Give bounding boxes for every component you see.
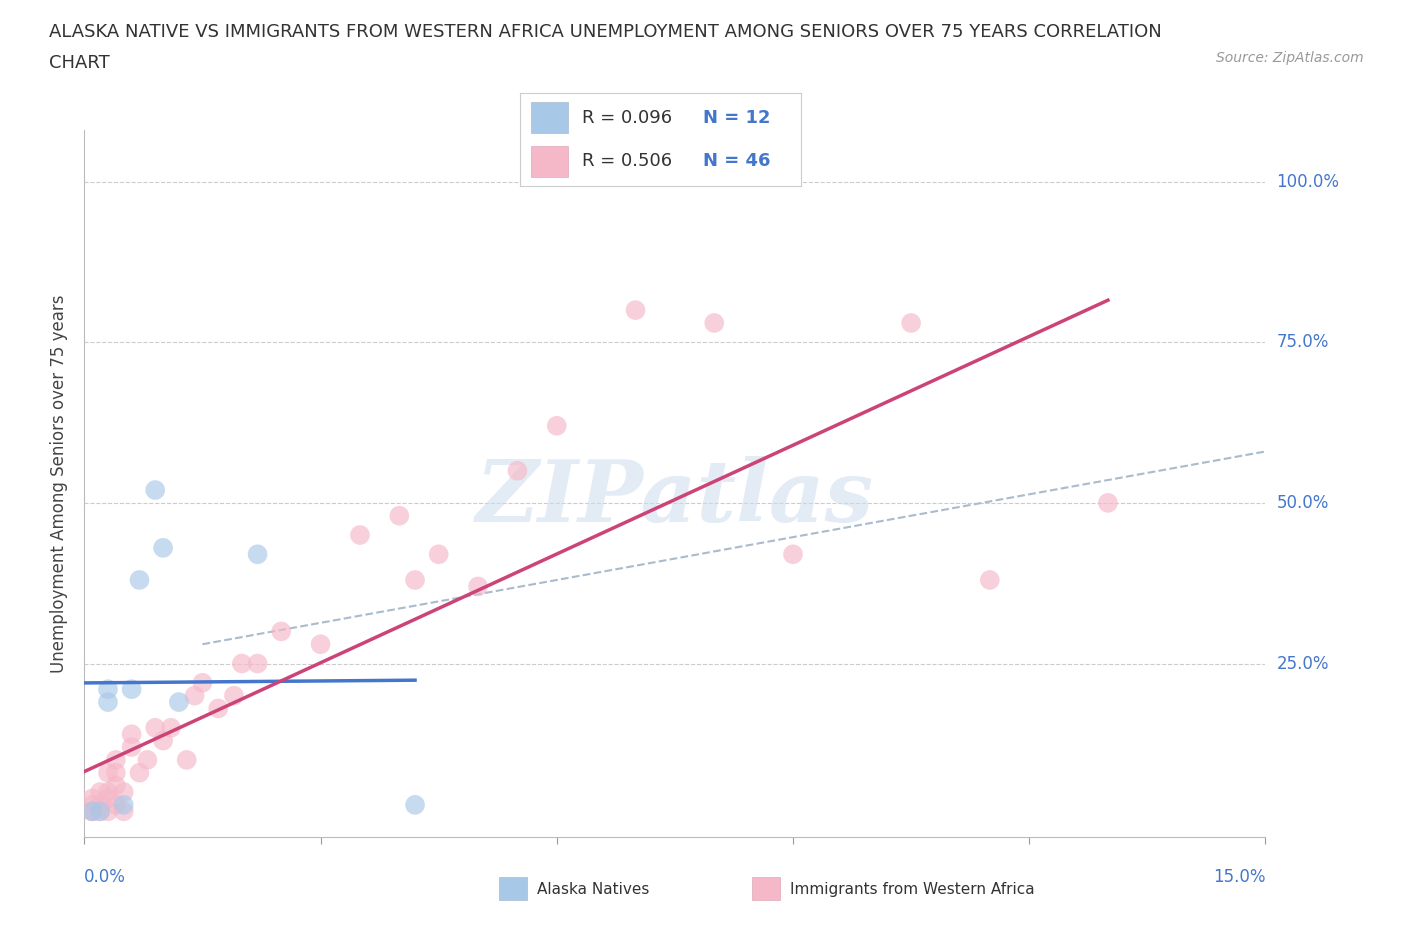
Text: ALASKA NATIVE VS IMMIGRANTS FROM WESTERN AFRICA UNEMPLOYMENT AMONG SENIORS OVER : ALASKA NATIVE VS IMMIGRANTS FROM WESTERN… — [49, 23, 1161, 41]
Text: R = 0.096: R = 0.096 — [582, 109, 672, 127]
Text: 100.0%: 100.0% — [1277, 173, 1340, 191]
Point — [404, 797, 426, 812]
Point — [82, 791, 104, 806]
Point — [97, 791, 120, 806]
Text: Source: ZipAtlas.com: Source: ZipAtlas.com — [1216, 51, 1364, 65]
Point — [89, 804, 111, 818]
Point — [270, 624, 292, 639]
Point — [97, 695, 120, 710]
Point — [546, 418, 568, 433]
Text: Immigrants from Western Africa: Immigrants from Western Africa — [790, 882, 1035, 897]
Point — [136, 752, 159, 767]
Point — [782, 547, 804, 562]
Point — [143, 483, 166, 498]
Point — [97, 765, 120, 780]
Text: 25.0%: 25.0% — [1277, 655, 1329, 672]
Point — [121, 682, 143, 697]
Point — [900, 315, 922, 330]
FancyBboxPatch shape — [531, 146, 568, 177]
Point — [104, 797, 127, 812]
Point — [506, 463, 529, 478]
Text: N = 46: N = 46 — [703, 152, 770, 170]
Point — [152, 733, 174, 748]
Point — [183, 688, 205, 703]
Text: 15.0%: 15.0% — [1213, 868, 1265, 885]
Point — [703, 315, 725, 330]
Point — [82, 804, 104, 818]
Point — [624, 302, 647, 317]
Point — [121, 726, 143, 741]
Point — [246, 547, 269, 562]
Point — [89, 797, 111, 812]
FancyBboxPatch shape — [531, 102, 568, 133]
Text: ZIPatlas: ZIPatlas — [475, 456, 875, 539]
Point — [104, 765, 127, 780]
Point — [191, 675, 214, 690]
Point — [104, 752, 127, 767]
Point — [143, 721, 166, 736]
Point — [246, 656, 269, 671]
Text: R = 0.506: R = 0.506 — [582, 152, 672, 170]
Point — [128, 765, 150, 780]
Point — [388, 509, 411, 524]
Point — [89, 785, 111, 800]
Point — [104, 778, 127, 793]
Text: 50.0%: 50.0% — [1277, 494, 1329, 512]
Point — [467, 579, 489, 594]
Point — [89, 804, 111, 818]
Point — [1097, 496, 1119, 511]
Point — [231, 656, 253, 671]
Point — [176, 752, 198, 767]
Text: N = 12: N = 12 — [703, 109, 770, 127]
Text: 0.0%: 0.0% — [84, 868, 127, 885]
Point — [112, 785, 135, 800]
Y-axis label: Unemployment Among Seniors over 75 years: Unemployment Among Seniors over 75 years — [51, 295, 69, 672]
Point — [82, 804, 104, 818]
Point — [167, 695, 190, 710]
Point — [404, 573, 426, 588]
Text: 75.0%: 75.0% — [1277, 333, 1329, 352]
Point — [427, 547, 450, 562]
Text: Alaska Natives: Alaska Natives — [537, 882, 650, 897]
Point — [82, 804, 104, 818]
Point — [82, 797, 104, 812]
Point — [97, 682, 120, 697]
Point — [207, 701, 229, 716]
Point — [152, 540, 174, 555]
Point — [128, 573, 150, 588]
Point — [112, 804, 135, 818]
Point — [112, 797, 135, 812]
Point — [121, 739, 143, 754]
Point — [222, 688, 245, 703]
Point — [97, 785, 120, 800]
Text: CHART: CHART — [49, 54, 110, 72]
Point — [97, 804, 120, 818]
Point — [160, 721, 183, 736]
Point — [349, 527, 371, 542]
Point — [309, 637, 332, 652]
Point — [979, 573, 1001, 588]
